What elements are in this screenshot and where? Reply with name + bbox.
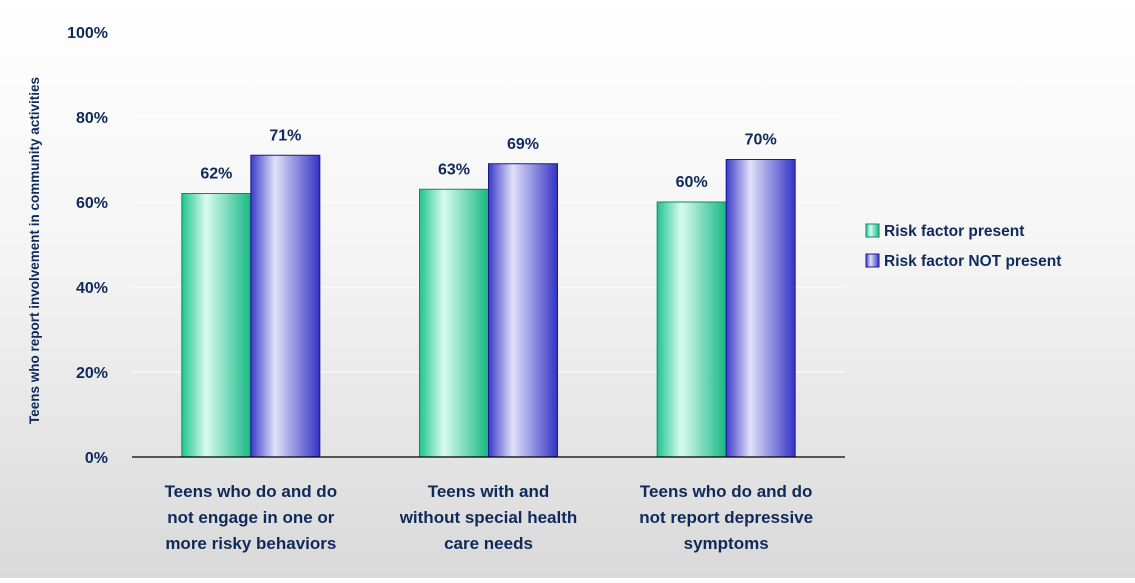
bar-risk-not-present (726, 160, 795, 458)
y-tick-label: 20% (76, 365, 108, 382)
data-label: 70% (745, 132, 777, 149)
x-category-label: Teens with and (428, 482, 550, 501)
x-category-label: care needs (444, 534, 533, 553)
x-category-label: Teens who do and do (165, 482, 338, 501)
x-category-label: without special health (399, 508, 578, 527)
x-category-label: Teens who do and do (640, 482, 813, 501)
x-category-label: not engage in one or (167, 508, 335, 527)
data-label: 71% (269, 127, 301, 144)
data-label: 69% (507, 136, 539, 153)
x-category-label: more risky behaviors (165, 534, 336, 553)
y-tick-label: 100% (67, 25, 108, 42)
x-category-label: not report depressive (639, 508, 813, 527)
legend-swatch (866, 254, 879, 267)
data-label: 60% (676, 174, 708, 191)
data-label: 62% (200, 166, 232, 183)
bar-risk-present (657, 202, 726, 457)
bar-risk-not-present (489, 164, 558, 457)
bar-risk-not-present (251, 155, 320, 457)
legend-label: Risk factor NOT present (884, 253, 1061, 270)
y-axis-label: Teens who report involvement in communit… (27, 77, 42, 424)
data-label: 63% (438, 161, 470, 178)
legend: Risk factor present Risk factor NOT prese… (866, 223, 1061, 270)
x-category-label: symptoms (684, 534, 769, 553)
bars (182, 155, 795, 457)
legend-swatch (866, 224, 879, 237)
legend-label: Risk factor present (884, 223, 1024, 240)
bar-risk-present (182, 194, 251, 458)
y-tick-label: 40% (76, 280, 108, 297)
y-tick-label: 0% (85, 450, 108, 467)
y-tick-label: 60% (76, 195, 108, 212)
y-tick-label: 80% (76, 110, 108, 127)
bar-risk-present (420, 189, 489, 457)
